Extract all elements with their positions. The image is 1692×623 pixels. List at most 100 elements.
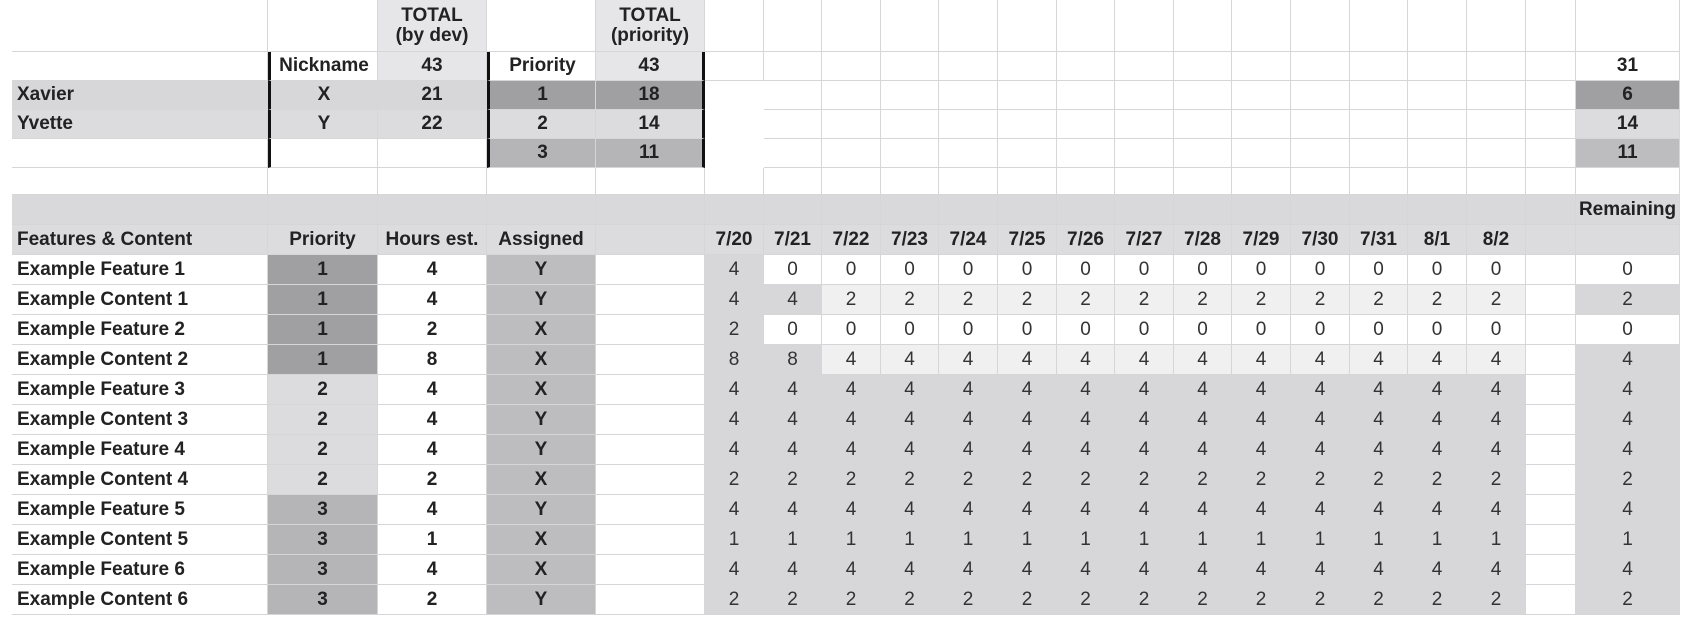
task-hours: 4 [378, 285, 487, 315]
empty-cell [1057, 168, 1115, 195]
empty-cell [881, 110, 939, 139]
burndown-value: 4 [1115, 405, 1174, 435]
burndown-value: 4 [1291, 495, 1350, 525]
burndown-value: 1 [1174, 525, 1232, 555]
empty-cell [1526, 52, 1576, 81]
burndown-value: 4 [1467, 555, 1526, 585]
burndown-value: 4 [764, 435, 822, 465]
burndown-value: 4 [764, 375, 822, 405]
burndown-value: 1 [1408, 525, 1467, 555]
priority-level: 1 [487, 81, 596, 110]
task-remaining: 4 [1576, 495, 1680, 525]
header-band-cell [822, 195, 881, 225]
burndown-value: 4 [881, 555, 939, 585]
empty-cell [822, 81, 881, 110]
burndown-value: 2 [998, 285, 1057, 315]
empty-cell [1526, 168, 1576, 195]
empty-cell [1291, 81, 1350, 110]
burndown-value: 4 [822, 345, 881, 375]
empty-cell [705, 0, 764, 52]
burndown-value: 4 [1057, 495, 1115, 525]
date-header: 7/29 [1232, 225, 1291, 255]
burndown-value: 4 [764, 495, 822, 525]
task-hours: 4 [378, 555, 487, 585]
empty-cell [881, 81, 939, 110]
empty-cell [764, 0, 822, 52]
empty-cell [881, 139, 939, 168]
task-assigned: Y [487, 435, 596, 465]
spacer-cell [596, 255, 705, 285]
burndown-value: 4 [998, 435, 1057, 465]
burndown-value: 0 [1115, 315, 1174, 345]
burndown-value: 0 [822, 255, 881, 285]
burndown-value: 4 [764, 555, 822, 585]
empty-cell [1232, 139, 1291, 168]
empty-cell [1291, 139, 1350, 168]
burndown-value: 2 [1467, 585, 1526, 615]
header-band-cell [268, 195, 378, 225]
empty-cell [12, 0, 268, 52]
empty-cell [705, 168, 764, 195]
empty-cell [1526, 81, 1576, 110]
burndown-value: 0 [1350, 315, 1408, 345]
burndown-value: 1 [939, 525, 998, 555]
burndown-value: 2 [822, 585, 881, 615]
burndown-value: 4 [1115, 435, 1174, 465]
burndown-value: 2 [1408, 465, 1467, 495]
header-band-cell [487, 195, 596, 225]
burndown-value: 0 [1057, 315, 1115, 345]
burndown-value: 2 [705, 585, 764, 615]
empty-cell [1350, 110, 1408, 139]
burndown-value: 4 [1408, 495, 1467, 525]
task-assigned: Y [487, 585, 596, 615]
spacer-cell [1526, 495, 1576, 525]
task-priority: 2 [268, 465, 378, 495]
header-band-cell [1526, 195, 1576, 225]
burndown-value: 4 [1115, 555, 1174, 585]
burndown-value: 2 [1291, 285, 1350, 315]
spacer-cell [1526, 255, 1576, 285]
date-header: 7/20 [705, 225, 764, 255]
task-assigned: X [487, 555, 596, 585]
task-remaining: 0 [1576, 255, 1680, 285]
empty-cell [764, 110, 822, 139]
empty-cell [487, 0, 596, 52]
total-priority-header-line-1: TOTAL [619, 4, 681, 26]
burndown-value: 4 [1291, 345, 1350, 375]
empty-cell [1467, 81, 1526, 110]
priority-hours: 14 [596, 110, 705, 139]
empty-cell [268, 139, 378, 168]
task-hours: 2 [378, 465, 487, 495]
task-remaining: 2 [1576, 465, 1680, 495]
task-remaining: 4 [1576, 375, 1680, 405]
header-band-cell [12, 195, 268, 225]
total-by-dev-header-line-2: (by dev) [395, 24, 469, 46]
empty-cell [1232, 81, 1291, 110]
spacer-cell [596, 495, 705, 525]
empty-cell [1291, 168, 1350, 195]
assigned-col-header: Assigned [487, 225, 596, 255]
empty-cell [268, 168, 378, 195]
empty-cell [822, 52, 881, 81]
burndown-value: 0 [1057, 255, 1115, 285]
burndown-value: 4 [1350, 435, 1408, 465]
burndown-value: 4 [1174, 555, 1232, 585]
empty-cell [1291, 52, 1350, 81]
burndown-value: 2 [998, 465, 1057, 495]
task-remaining: 0 [1576, 315, 1680, 345]
burndown-value: 1 [1291, 525, 1350, 555]
burndown-value: 2 [764, 585, 822, 615]
burndown-value: 8 [764, 345, 822, 375]
spacer-cell [596, 585, 705, 615]
task-remaining: 2 [1576, 585, 1680, 615]
burndown-value: 4 [1232, 375, 1291, 405]
empty-cell [1526, 0, 1576, 52]
task-name: Example Content 4 [12, 465, 268, 495]
burndown-value: 4 [1057, 555, 1115, 585]
burndown-value: 4 [1291, 435, 1350, 465]
burndown-value: 1 [1350, 525, 1408, 555]
remaining-header: Remaining [1576, 195, 1680, 225]
total-priority-value: 43 [596, 52, 705, 81]
spacer-cell [1526, 555, 1576, 585]
burndown-value: 4 [705, 435, 764, 465]
